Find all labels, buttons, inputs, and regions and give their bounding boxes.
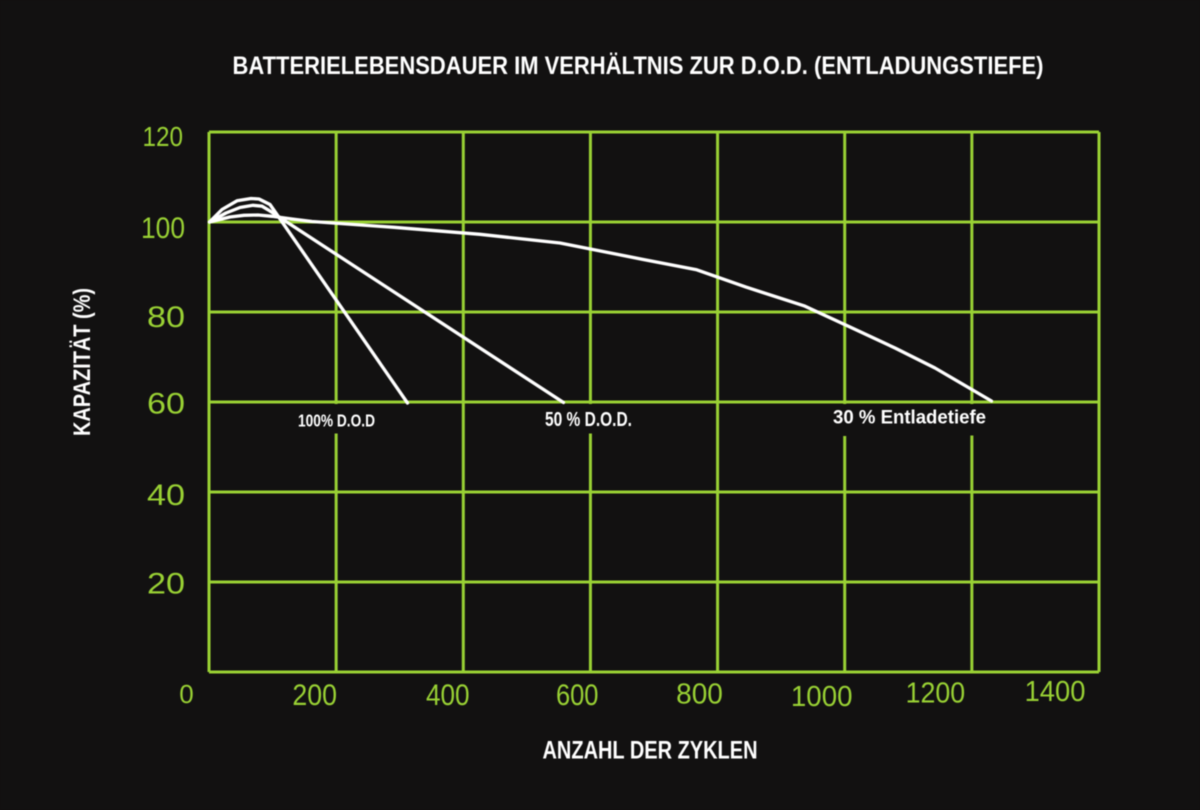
svg-text:1000: 1000 <box>791 681 853 713</box>
svg-text:80: 80 <box>147 301 185 334</box>
svg-text:200: 200 <box>292 679 337 712</box>
svg-text:400: 400 <box>426 679 470 712</box>
svg-text:1400: 1400 <box>1025 676 1086 708</box>
svg-text:1200: 1200 <box>906 677 966 709</box>
svg-text:BATTERIELEBENSDAUER IM VERHÄLT: BATTERIELEBENSDAUER IM VERHÄLTNIS ZUR D.… <box>233 52 1044 80</box>
svg-text:600: 600 <box>556 679 599 712</box>
svg-text:0: 0 <box>179 679 193 709</box>
svg-text:30 % Entladetiefe: 30 % Entladetiefe <box>833 407 986 429</box>
svg-text:20: 20 <box>147 568 185 601</box>
svg-text:60: 60 <box>147 388 185 421</box>
svg-text:100: 100 <box>141 212 185 245</box>
svg-text:50 % D.O.D.: 50 % D.O.D. <box>545 409 632 431</box>
svg-text:40: 40 <box>147 479 185 512</box>
svg-text:800: 800 <box>676 678 723 710</box>
svg-text:ANZAHL DER ZYKLEN: ANZAHL DER ZYKLEN <box>543 737 758 765</box>
svg-text:KAPAZITÄT (%): KAPAZITÄT (%) <box>69 288 96 436</box>
svg-text:100% D.O.D: 100% D.O.D <box>298 411 375 431</box>
svg-text:120: 120 <box>143 121 184 152</box>
